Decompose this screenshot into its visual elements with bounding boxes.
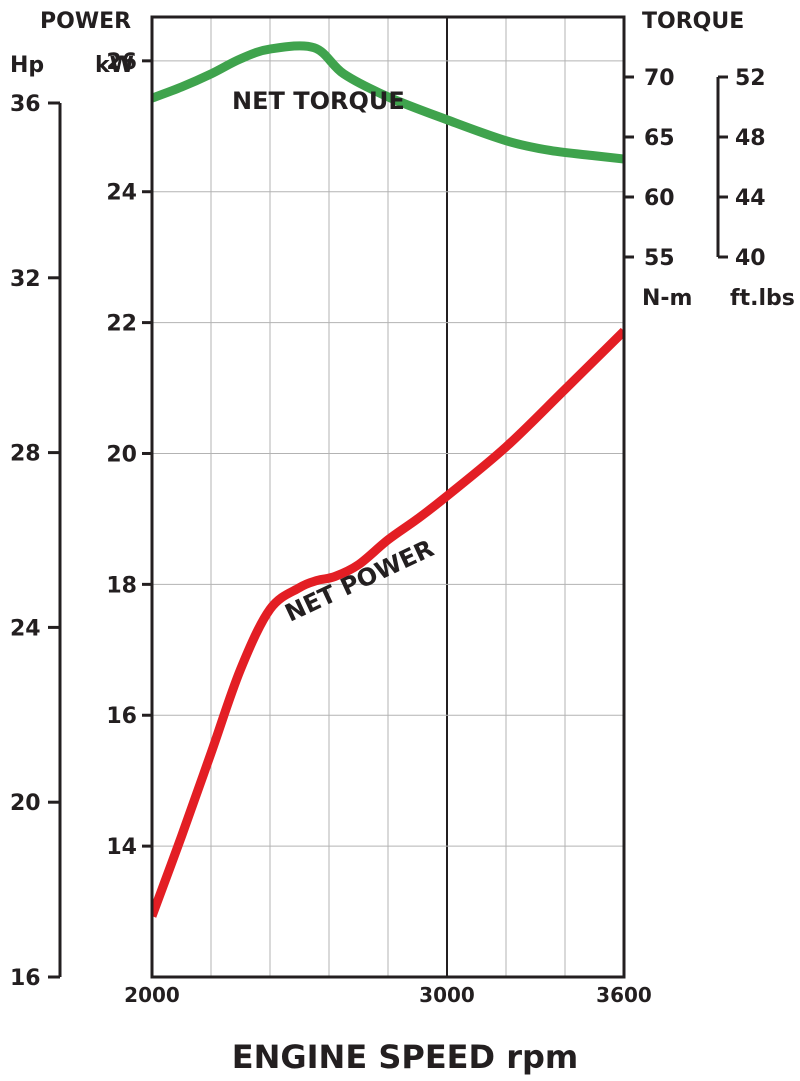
kw-tick-label: 22	[106, 312, 137, 337]
hp-tick-label: 32	[10, 267, 41, 292]
kw-unit-label: kW	[95, 53, 134, 78]
net-torque-label: NET TORQUE	[232, 87, 405, 115]
hp-unit-label: Hp	[10, 53, 44, 78]
ftlbs-tick-label: 40	[735, 246, 766, 271]
ftlbs-tick-label: 52	[735, 66, 766, 91]
plot-frame	[150, 15, 626, 979]
torque-axis-title: TORQUE	[642, 9, 744, 34]
nm-unit-label: N-m	[642, 286, 692, 311]
nm-tick-label: 55	[644, 246, 675, 271]
x-tick-label: 3600	[596, 983, 652, 1007]
ftlbs-tick-label: 44	[735, 186, 766, 211]
x-tick-label: 3000	[419, 983, 475, 1007]
net-torque-line	[152, 41, 624, 164]
nm-tick-label: 65	[644, 126, 675, 151]
kw-tick-label: 16	[106, 704, 137, 729]
hp-tick-label: 28	[10, 442, 41, 467]
net-power-line	[152, 327, 624, 918]
power-axis-title: POWER	[40, 9, 131, 34]
axes: 14 16 18 20 22 24 26 16 20 24 28 32 36 55 60 65 70 40 44 48…	[10, 15, 766, 1007]
hp-tick-label: 24	[10, 616, 41, 641]
kw-tick-label: 24	[106, 181, 137, 206]
ftlbs-tick-label: 48	[735, 126, 766, 151]
x-tick-label: 2000	[124, 983, 180, 1007]
hp-tick-label: 20	[10, 791, 41, 816]
hp-tick-label: 16	[10, 966, 41, 991]
nm-tick-label: 70	[644, 66, 675, 91]
kw-tick-label: 20	[106, 442, 137, 467]
kw-tick-label: 18	[106, 573, 137, 598]
kw-tick-label: 14	[106, 835, 137, 860]
grid	[152, 17, 624, 977]
kw-tick-label: 26	[106, 50, 137, 75]
nm-tick-label: 60	[644, 186, 675, 211]
ftlbs-unit-label: ft.lbs	[730, 286, 795, 311]
curves	[152, 41, 624, 918]
hp-tick-label: 36	[10, 92, 41, 117]
x-axis-label: ENGINE SPEED rpm	[232, 1038, 579, 1076]
